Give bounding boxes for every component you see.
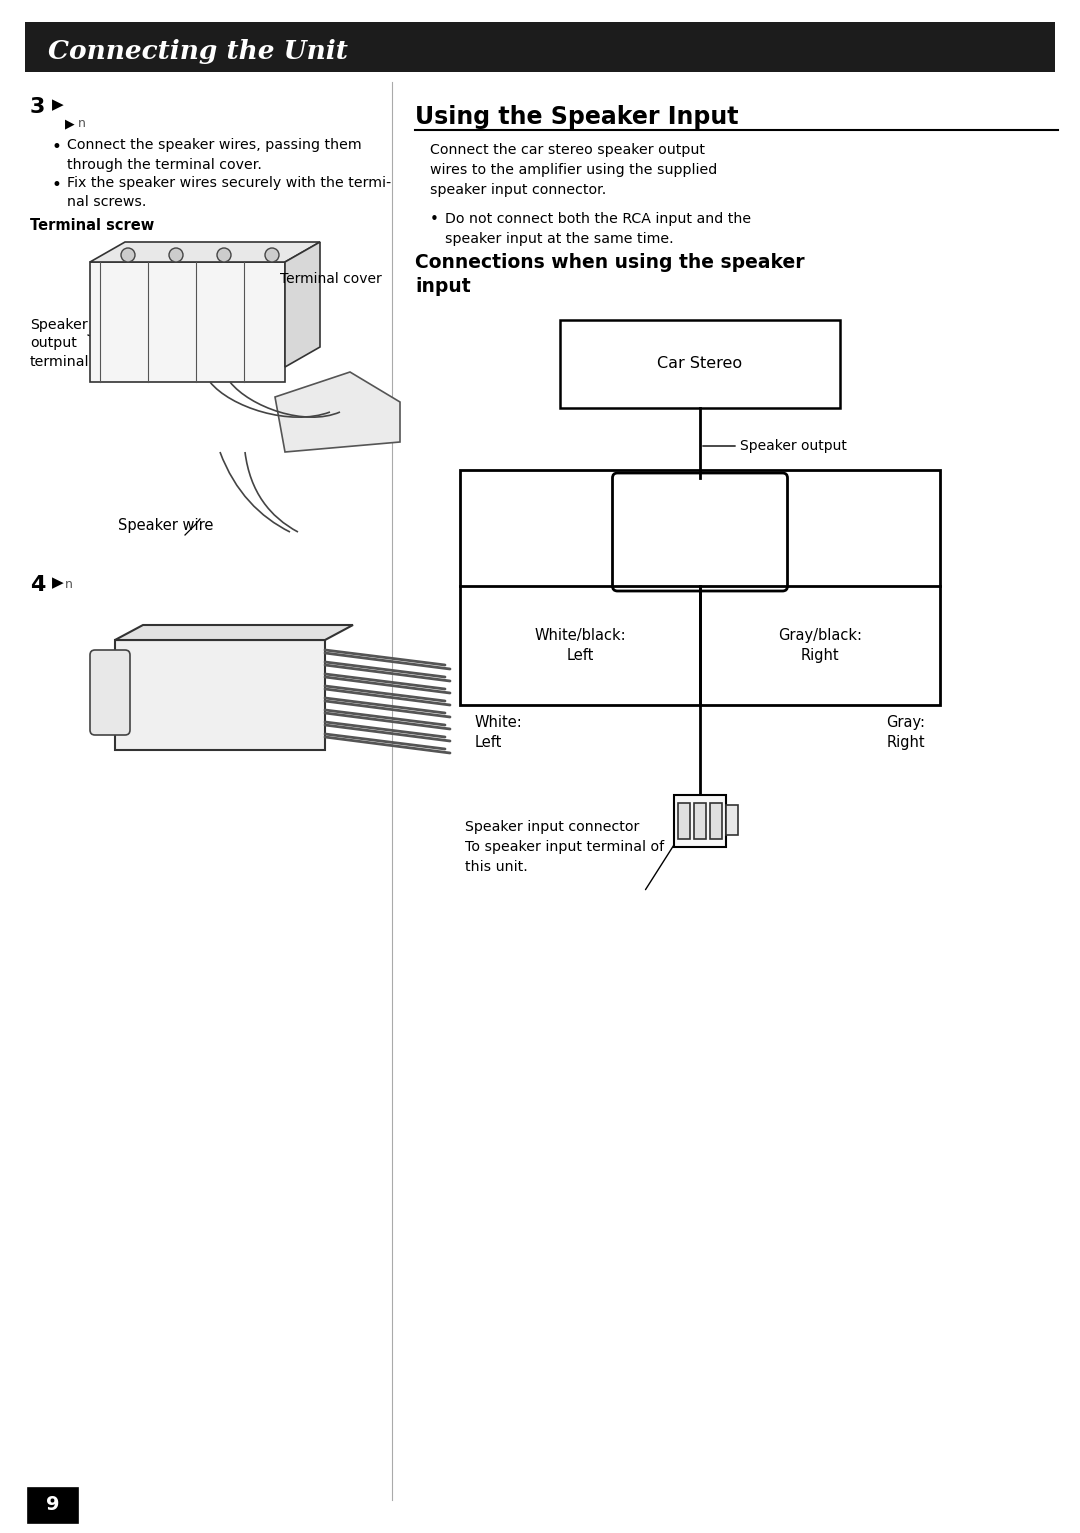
Text: White:
Left: White: Left	[475, 714, 523, 750]
Text: •: •	[430, 212, 438, 227]
Text: Speaker
output
terminal: Speaker output terminal	[30, 317, 90, 369]
Text: ▶: ▶	[65, 117, 75, 130]
Text: 9: 9	[46, 1496, 59, 1515]
Text: Fix the speaker wires securely with the termi-
nal screws.: Fix the speaker wires securely with the …	[67, 176, 391, 210]
Text: 4: 4	[30, 575, 45, 595]
Text: Terminal cover: Terminal cover	[280, 271, 381, 287]
Bar	[90, 262, 285, 382]
Polygon shape	[285, 242, 320, 366]
Bar	[28, 1489, 78, 1522]
Text: Using the Speaker Input: Using the Speaker Input	[415, 104, 739, 129]
Circle shape	[217, 248, 231, 262]
Polygon shape	[275, 373, 400, 452]
Text: Do not connect both the RCA input and the
speaker input at the same time.: Do not connect both the RCA input and th…	[445, 212, 751, 247]
Circle shape	[168, 248, 183, 262]
Bar	[674, 796, 726, 848]
Text: Gray:
Right: Gray: Right	[886, 714, 924, 750]
Text: n: n	[78, 117, 86, 130]
Bar	[460, 471, 940, 705]
Polygon shape	[726, 805, 738, 835]
Text: n: n	[65, 578, 72, 592]
Bar	[25, 21, 1055, 72]
Text: ▶: ▶	[52, 97, 64, 112]
Text: •: •	[52, 176, 62, 195]
Bar	[694, 803, 706, 839]
Text: Speaker output: Speaker output	[740, 438, 847, 452]
Circle shape	[265, 248, 279, 262]
Text: Connections when using the speaker
input: Connections when using the speaker input	[415, 253, 805, 296]
Text: Connect the car stereo speaker output
wires to the amplifier using the supplied
: Connect the car stereo speaker output wi…	[430, 143, 717, 198]
Polygon shape	[90, 242, 320, 262]
Text: Speaker input connector
To speaker input terminal of
this unit.: Speaker input connector To speaker input…	[465, 820, 664, 874]
FancyBboxPatch shape	[90, 650, 130, 734]
Text: Connect the speaker wires, passing them
through the terminal cover.: Connect the speaker wires, passing them …	[67, 138, 362, 172]
Text: White/black:
Left: White/black: Left	[535, 629, 625, 662]
Bar	[561, 320, 840, 408]
Text: Car Stereo: Car Stereo	[658, 357, 743, 371]
Text: Speaker wire: Speaker wire	[118, 518, 214, 533]
FancyBboxPatch shape	[612, 474, 787, 592]
Text: ▶: ▶	[52, 575, 64, 590]
Bar	[710, 803, 723, 839]
Text: Gray/black:
Right: Gray/black: Right	[778, 629, 862, 662]
Text: •: •	[52, 138, 62, 156]
Text: Connecting the Unit: Connecting the Unit	[48, 40, 348, 64]
Text: Terminal screw: Terminal screw	[30, 218, 154, 233]
Polygon shape	[114, 625, 353, 639]
Circle shape	[121, 248, 135, 262]
Bar	[114, 639, 325, 750]
Bar	[678, 803, 690, 839]
Text: 3: 3	[30, 97, 45, 117]
